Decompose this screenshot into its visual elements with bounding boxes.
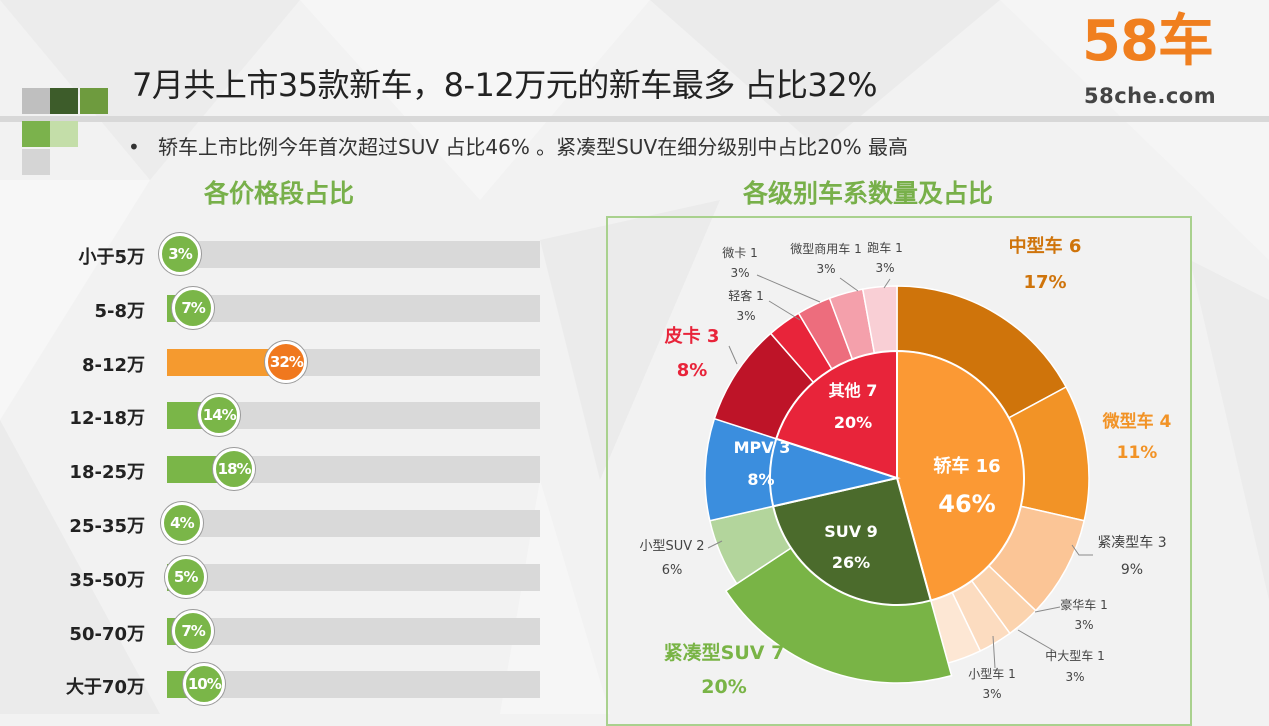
bar-value-label: 7% bbox=[172, 286, 215, 329]
inner-slice-pct-label: 46% bbox=[938, 490, 995, 518]
outer-slice-pct-label: 3% bbox=[816, 262, 835, 276]
outer-slice-name-label: 豪华车 1 bbox=[1060, 597, 1107, 612]
leader-line bbox=[883, 278, 891, 289]
outer-slice-name-label: 轻客 1 bbox=[728, 288, 763, 303]
bar-category-label: 5-8万 bbox=[94, 300, 145, 322]
bar-value-label: 18% bbox=[213, 448, 256, 491]
leader-line bbox=[728, 345, 738, 365]
leader-line bbox=[1034, 606, 1061, 613]
decor-square bbox=[22, 149, 50, 175]
outer-slice-pct-label: 11% bbox=[1117, 443, 1158, 463]
bar-value-label: 5% bbox=[164, 555, 207, 598]
outer-slice-name-label: 皮卡 3 bbox=[665, 325, 720, 347]
decor-square bbox=[80, 88, 108, 114]
decor-square bbox=[22, 88, 50, 114]
leader-line bbox=[768, 300, 801, 321]
bar-category-label: 大于70万 bbox=[65, 677, 145, 699]
outer-slice-pct-label: 3% bbox=[982, 687, 1001, 701]
inner-slice-name-label: MPV 3 bbox=[734, 438, 791, 457]
page-title: 7月共上市35款新车，8-12万元的新车最多 占比32% bbox=[132, 66, 878, 104]
outer-slice-name-label: 小型车 1 bbox=[968, 666, 1015, 681]
decor-square bbox=[22, 121, 50, 147]
outer-slice-name-label: 中大型车 1 bbox=[1045, 648, 1104, 663]
inner-slice-pct-label: 26% bbox=[832, 553, 870, 572]
summary-bullet: • 轿车上市比例今年首次超过SUV 占比46% 。紧凑型SUV在细分级别中占比20… bbox=[128, 131, 908, 160]
bar-value-label: 4% bbox=[160, 502, 203, 544]
outer-slice-name-label: 微型商用车 1 bbox=[790, 241, 861, 256]
inner-slice-name-label: 其他 7 bbox=[829, 381, 878, 400]
donut-inner-slice bbox=[896, 349, 1025, 602]
outer-slice-pct-label: 3% bbox=[736, 309, 755, 323]
bar-category-label: 8-12万 bbox=[81, 354, 145, 376]
outer-slice-name-label: 紧凑型车 3 bbox=[1097, 534, 1166, 551]
inner-slice-name-label: SUV 9 bbox=[824, 522, 878, 541]
bar-category-label: 25-35万 bbox=[69, 516, 145, 537]
bar-category-label: 50-70万 bbox=[69, 623, 145, 645]
outer-slice-name-label: 小型SUV 2 bbox=[639, 539, 704, 554]
leader-line bbox=[707, 540, 723, 549]
inner-slice-pct-label: 8% bbox=[747, 470, 774, 489]
bar-category-label: 18-25万 bbox=[69, 462, 145, 484]
outer-slice-pct-label: 3% bbox=[730, 266, 749, 280]
brand-logo: 58车 bbox=[1082, 9, 1214, 74]
outer-slice-name-label: 中型车 6 bbox=[1009, 235, 1082, 257]
bar-value-label: 14% bbox=[198, 394, 241, 437]
bar-value-label: 10% bbox=[183, 663, 226, 706]
outer-slice-name-label: 微型车 4 bbox=[1102, 411, 1172, 432]
bar-value-label: 7% bbox=[172, 609, 215, 652]
inner-slice-name-label: 轿车 16 bbox=[933, 455, 1000, 477]
bar-value-label: 3% bbox=[159, 233, 201, 275]
outer-slice-name-label: 跑车 1 bbox=[867, 240, 902, 255]
decor-square bbox=[50, 121, 78, 147]
outer-slice-pct-label: 20% bbox=[701, 676, 746, 698]
decor-square bbox=[50, 88, 78, 114]
leader-line bbox=[1071, 544, 1093, 556]
bullet-marker: • bbox=[128, 135, 140, 159]
outer-slice-name-label: 微卡 1 bbox=[722, 246, 757, 260]
outer-slice-pct-label: 9% bbox=[1121, 562, 1143, 578]
bar-category-label: 小于5万 bbox=[78, 247, 145, 268]
outer-slice-pct-label: 3% bbox=[875, 261, 894, 275]
class-chart-title: 各级别车系数量及占比 bbox=[743, 179, 994, 208]
donut-inner-slice bbox=[771, 476, 933, 606]
leader-line bbox=[756, 274, 821, 303]
inner-slice-pct-label: 20% bbox=[834, 413, 872, 432]
price-chart-title: 各价格段占比 bbox=[204, 179, 355, 208]
leader-line bbox=[839, 277, 859, 292]
outer-slice-pct-label: 17% bbox=[1023, 272, 1066, 293]
outer-slice-pct-label: 8% bbox=[677, 360, 708, 381]
bar-category-label: 12-18万 bbox=[69, 408, 145, 430]
leader-line bbox=[992, 635, 996, 669]
bar-category-label: 35-50万 bbox=[69, 569, 145, 591]
outer-slice-pct-label: 3% bbox=[1065, 670, 1084, 684]
bar-value-label: 32% bbox=[265, 340, 308, 383]
donut-inner-slice bbox=[774, 349, 898, 480]
outer-slice-pct-label: 6% bbox=[662, 563, 683, 578]
brand-url: 58che.com bbox=[1084, 84, 1217, 108]
outer-slice-name-label: 紧凑型SUV 7 bbox=[664, 641, 785, 664]
leader-line bbox=[1017, 629, 1057, 653]
header-divider bbox=[0, 116, 1269, 122]
outer-slice-pct-label: 3% bbox=[1074, 618, 1093, 632]
summary-text: 轿车上市比例今年首次超过SUV 占比46% 。紧凑型SUV在细分级别中占比20%… bbox=[158, 135, 909, 159]
